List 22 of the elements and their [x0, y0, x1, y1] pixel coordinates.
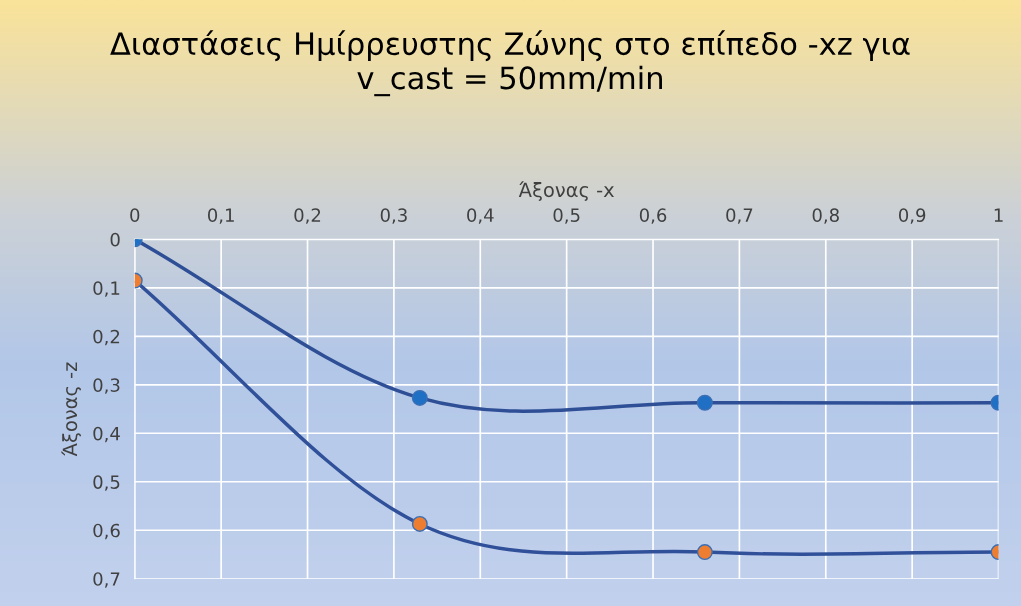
y-axis-title: Άξονας -z: [61, 362, 82, 457]
x-tick-label: 0,8: [812, 208, 839, 224]
y-tick-label: 0,6: [93, 523, 120, 540]
y-tick-label: 0,1: [93, 281, 120, 297]
x-tick-label: 0,4: [467, 208, 494, 224]
x-tick-label: 0,3: [380, 208, 407, 224]
x-axis-title: Άξονας -x: [518, 181, 615, 201]
y-tick-label: 0,3: [93, 378, 120, 394]
x-tick-label: 0,9: [898, 208, 926, 224]
y-tick-label: 0,5: [93, 475, 120, 491]
x-tick-label: 0,2: [294, 208, 321, 224]
x-tick-label: 1: [994, 208, 1003, 222]
y-tick-label: 0,2: [93, 329, 120, 346]
x-tick-label: 0,6: [639, 208, 667, 224]
chart-title: Διαστάσεις Ημίρρευστης Ζώνης στο επίπεδο -xz για v_cast = 50mm/min: [110, 30, 910, 97]
x-tick-label: 0: [130, 208, 140, 222]
y-tick-label: 0,4: [93, 426, 120, 443]
x-tick-label: 0,1: [207, 208, 234, 224]
y-tick-label: 0,7: [93, 572, 120, 588]
x-tick-label: 0,5: [553, 208, 580, 224]
y-tick-label: 0: [110, 232, 120, 247]
x-tick-label: 0,7: [726, 208, 753, 224]
